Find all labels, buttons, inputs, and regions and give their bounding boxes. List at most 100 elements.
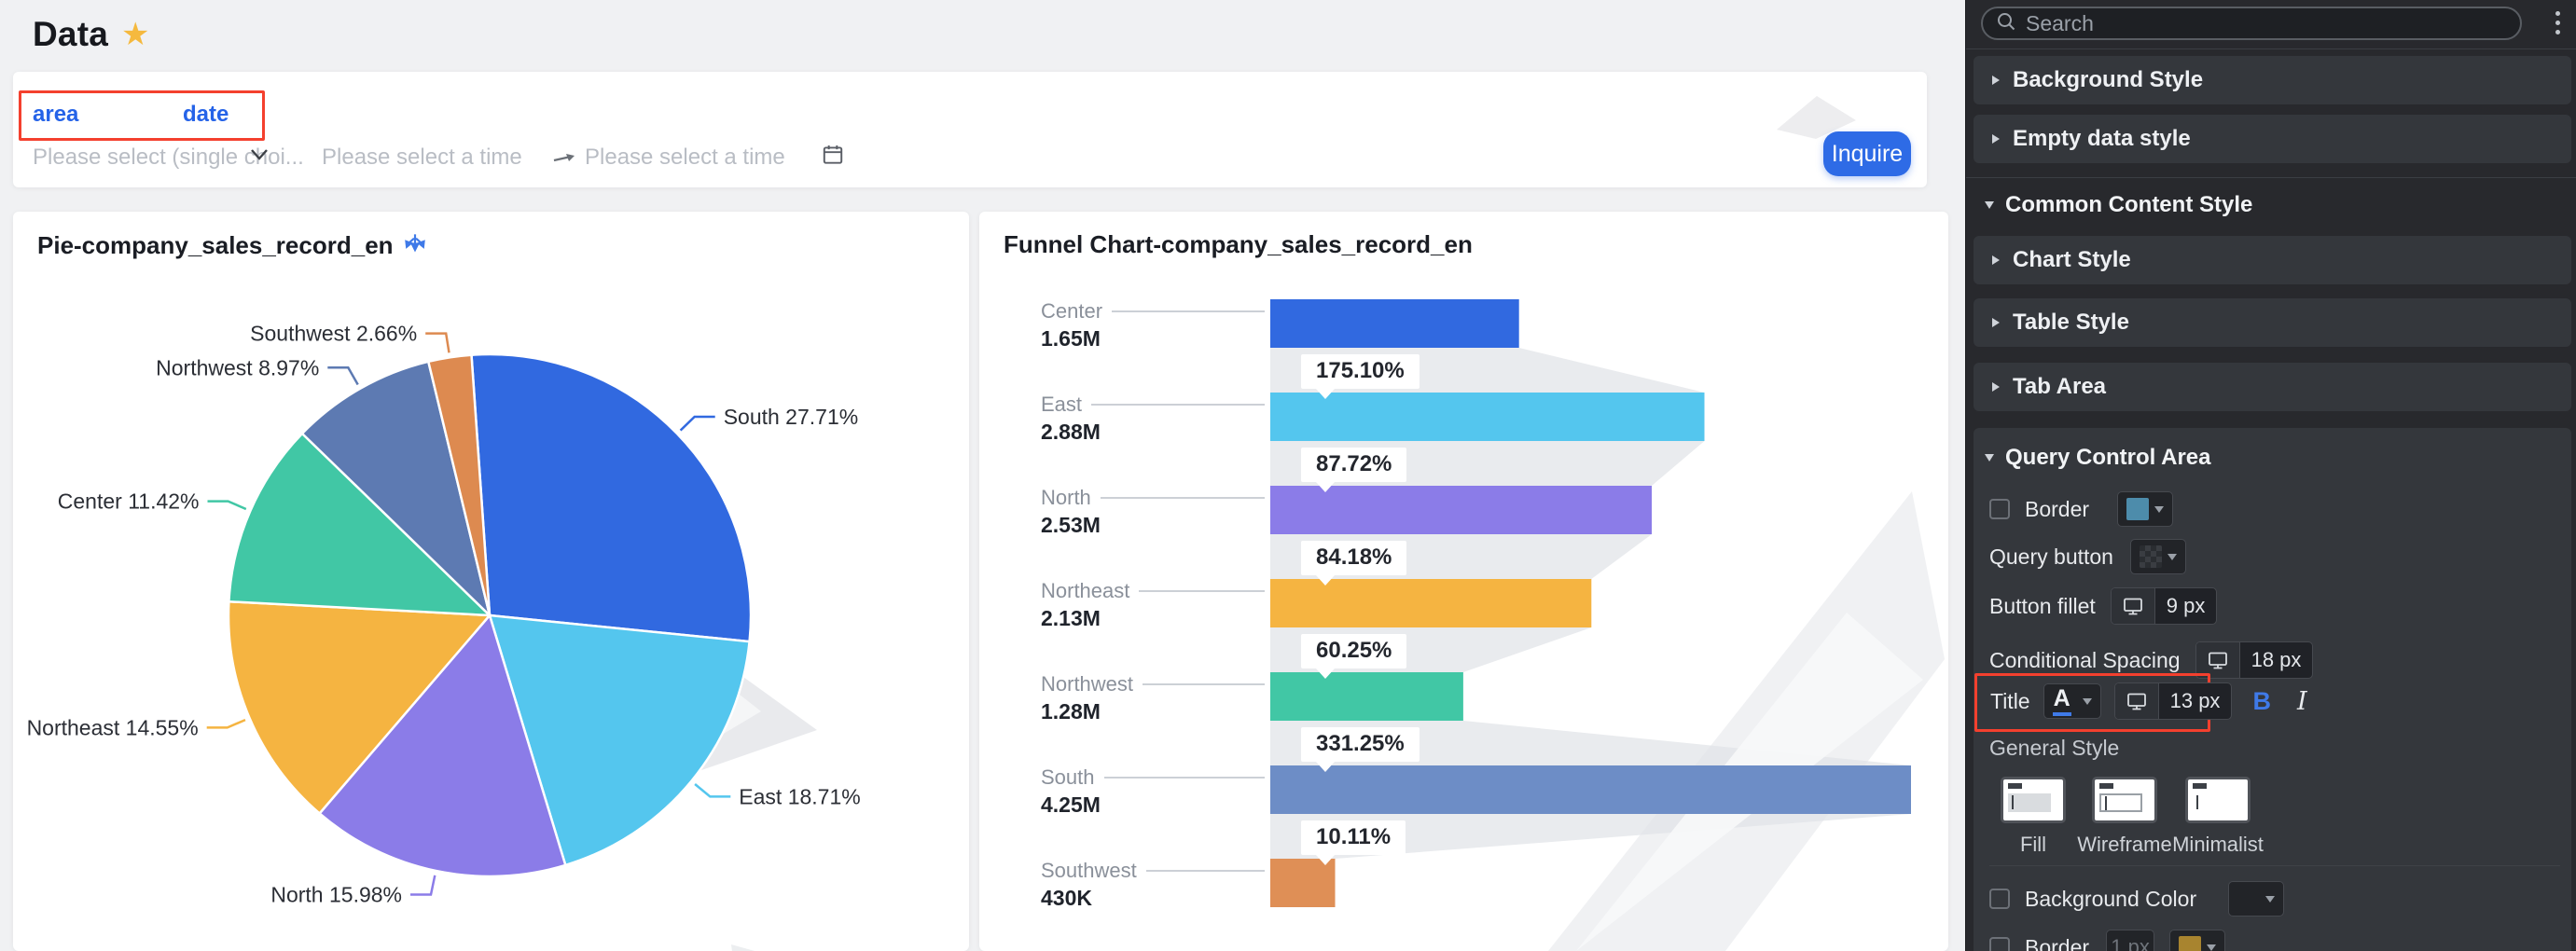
border-color-swatch	[2126, 498, 2150, 520]
pie-label-northwest: Northwest 8.97%	[156, 355, 319, 379]
pie-slice-south[interactable]	[470, 352, 753, 643]
pie-slice-east[interactable]	[488, 613, 751, 867]
query-button-color-swatch	[2139, 545, 2162, 568]
funnel-axis-label-southwest: Southwest 430K	[1041, 859, 1265, 911]
funnel-label-rule-line	[1103, 777, 1265, 779]
query-button-color-picker[interactable]	[2129, 539, 2186, 574]
caret-down-icon	[1985, 454, 1994, 462]
italic-button[interactable]: I	[2296, 686, 2307, 716]
query-button-label: Query button	[1989, 544, 2113, 569]
section-empty-data-style[interactable]: Empty data style	[1974, 115, 2571, 163]
funnel-label-rule-line	[1145, 870, 1265, 872]
style-option-wireframe[interactable]	[2092, 777, 2157, 823]
general-style-row: General Style	[1989, 736, 2119, 761]
title-size-value: 13 px	[2169, 689, 2221, 712]
pie-callout-line	[206, 718, 246, 729]
section-table-style[interactable]: Table Style	[1974, 298, 2571, 347]
font-color-icon: A	[2052, 686, 2071, 716]
section-common-content-style[interactable]: Common Content Style	[1974, 192, 2252, 218]
conditional-spacing-input[interactable]: 18 px	[2195, 641, 2314, 679]
funnel-chart-card: Funnel Chart-company_sales_record_en Cen…	[979, 212, 1948, 951]
funnel-category-value: 4.25M	[1041, 792, 1101, 817]
funnel-category-value: 1.65M	[1041, 326, 1101, 351]
filter-label-area[interactable]: area	[33, 102, 79, 127]
pie-chart-card: Pie-company_sales_record_en South 27.71%…	[13, 212, 969, 951]
style-option-fill[interactable]	[2001, 777, 2066, 823]
search-placeholder: Search	[2026, 10, 2094, 35]
caret-right-icon	[1992, 318, 2000, 327]
funnel-label-rule-line	[1112, 310, 1265, 312]
pie-slice-north[interactable]	[317, 613, 567, 878]
funnel-category-name: Southwest	[1041, 859, 1137, 882]
pie-chart-title: Pie-company_sales_record_en	[37, 230, 427, 261]
title-font-color-picker[interactable]: A	[2043, 683, 2101, 719]
pie-chart-title-text: Pie-company_sales_record_en	[37, 231, 394, 259]
funnel-conversion-label: 10.11%	[1301, 820, 1406, 865]
caret-down-icon	[2207, 944, 2217, 951]
funnel-bar-south[interactable]	[1270, 765, 1911, 814]
border2-width-input[interactable]: 1 px	[2106, 930, 2155, 951]
border-label: Border	[2025, 496, 2090, 521]
funnel-category-name: Northeast	[1041, 579, 1130, 602]
search-input[interactable]: Search	[1981, 7, 2522, 40]
title-font-size-input[interactable]: 13 px	[2113, 682, 2233, 720]
section-query-control-area: Query Control Area Border Query button B…	[1974, 428, 2571, 951]
funnel-category-value: 2.13M	[1041, 606, 1101, 630]
divider	[1966, 48, 2576, 49]
style-option-minimalist[interactable]	[2185, 777, 2251, 823]
pie-chart[interactable]: South 27.71% East 18.71% North 15.98% North…	[13, 212, 969, 951]
section-chart-style[interactable]: Chart Style	[1974, 236, 2571, 284]
pie-label-northeast: Northeast 14.55%	[27, 715, 199, 739]
screen-icon	[2114, 683, 2159, 719]
funnel-bar-southwest[interactable]	[1270, 859, 1336, 907]
funnel-bar-east[interactable]	[1270, 393, 1705, 441]
section-background-style[interactable]: Background Style	[1974, 56, 2571, 104]
date-start-input[interactable]: Please select a time	[322, 145, 522, 170]
pie-callout-line	[679, 415, 715, 432]
funnel-axis-label-center: Center 1.65M	[1041, 299, 1265, 351]
calendar-icon[interactable]	[821, 143, 845, 172]
pie-slice-center[interactable]	[228, 432, 493, 617]
funnel-category-name: Northwest	[1041, 672, 1134, 696]
border-checkbox[interactable]	[1989, 499, 2010, 519]
bold-button[interactable]: B	[2252, 686, 2271, 715]
filter-label-date[interactable]: date	[183, 102, 229, 127]
caret-down-icon	[2265, 895, 2276, 903]
query-control-area-header[interactable]: Query Control Area	[1985, 445, 2211, 471]
query-control-panel: area date Please select (single choi... …	[13, 72, 1927, 187]
section-label: Chart Style	[2013, 247, 2131, 272]
button-fillet-input[interactable]: 9 px	[2110, 587, 2218, 625]
section-label: Query Control Area	[2005, 445, 2211, 470]
funnel-axis-label-east: East 2.88M	[1041, 393, 1265, 445]
title-style-row: Title A 13 px B I	[1990, 682, 2307, 720]
funnel-conversion-label: 175.10%	[1301, 354, 1420, 399]
pie-slice-southwest[interactable]	[426, 353, 492, 616]
funnel-category-value: 1.28M	[1041, 699, 1101, 724]
section-label: Background Style	[2013, 67, 2204, 92]
funnel-bar-northeast[interactable]	[1270, 579, 1592, 627]
style-option-label-minimalist: Minimalist	[2172, 833, 2264, 856]
section-label: Table Style	[2013, 310, 2129, 335]
border-color-picker[interactable]	[2117, 491, 2174, 527]
border2-color-picker[interactable]	[2169, 930, 2226, 951]
date-end-input[interactable]: Please select a time	[585, 145, 785, 170]
funnel-category-name: East	[1041, 393, 1083, 416]
funnel-conversion-label: 331.25%	[1301, 727, 1420, 772]
funnel-bar-north[interactable]	[1270, 486, 1652, 534]
chevron-down-icon[interactable]	[250, 148, 269, 166]
conditional-spacing-label: Conditional Spacing	[1989, 647, 2181, 672]
background-color-checkbox[interactable]	[1989, 889, 2010, 909]
funnel-conversion-label: 84.18%	[1301, 541, 1407, 586]
border2-checkbox[interactable]	[1989, 937, 2010, 951]
pie-callout-line	[410, 875, 436, 896]
background-color-picker[interactable]	[2228, 881, 2285, 917]
inquire-button[interactable]: Inquire	[1823, 131, 1911, 176]
funnel-bar-center[interactable]	[1270, 299, 1519, 348]
section-tab-area[interactable]: Tab Area	[1974, 363, 2571, 411]
funnel-bar-northwest[interactable]	[1270, 672, 1463, 721]
kebab-menu-icon[interactable]	[2555, 11, 2560, 34]
favorite-star-icon[interactable]: ★	[121, 17, 150, 52]
drill-icon[interactable]	[403, 230, 427, 261]
pie-slice-northeast[interactable]	[227, 600, 492, 816]
